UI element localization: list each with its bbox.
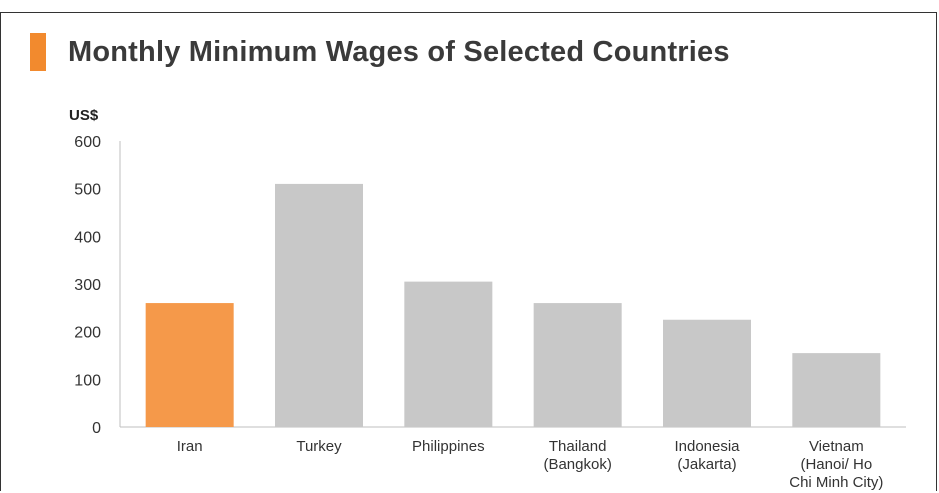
x-tick-label: Iran	[177, 438, 203, 455]
y-tick-label: 100	[74, 372, 101, 389]
x-tick-label: Vietnam (Hanoi/ Ho Chi Minh City)	[789, 438, 883, 491]
x-tick-label: Turkey	[296, 438, 342, 455]
bar	[404, 281, 493, 427]
x-tick-label: Thailand (Bangkok)	[543, 438, 611, 473]
y-tick-label: 200	[74, 325, 101, 342]
y-axis-unit-label: US$	[69, 107, 99, 124]
x-tick-label: Indonesia (Jakarta)	[674, 438, 740, 473]
y-tick-label: 0	[92, 420, 101, 437]
y-tick-label: 500	[74, 182, 101, 199]
y-tick-label: 300	[74, 277, 101, 294]
y-tick-label: 600	[74, 134, 101, 151]
chart-title: Monthly Minimum Wages of Selected Countr…	[68, 35, 730, 68]
bar	[533, 303, 622, 427]
title-accent-bar	[30, 33, 46, 71]
bar	[275, 183, 363, 427]
title-row: Monthly Minimum Wages of Selected Countr…	[30, 30, 730, 74]
bar	[663, 319, 751, 427]
x-tick-label: Philippines	[412, 438, 485, 455]
chart-frame	[0, 12, 937, 491]
bar	[145, 303, 234, 427]
y-tick-label: 400	[74, 229, 101, 246]
bar	[792, 353, 881, 427]
